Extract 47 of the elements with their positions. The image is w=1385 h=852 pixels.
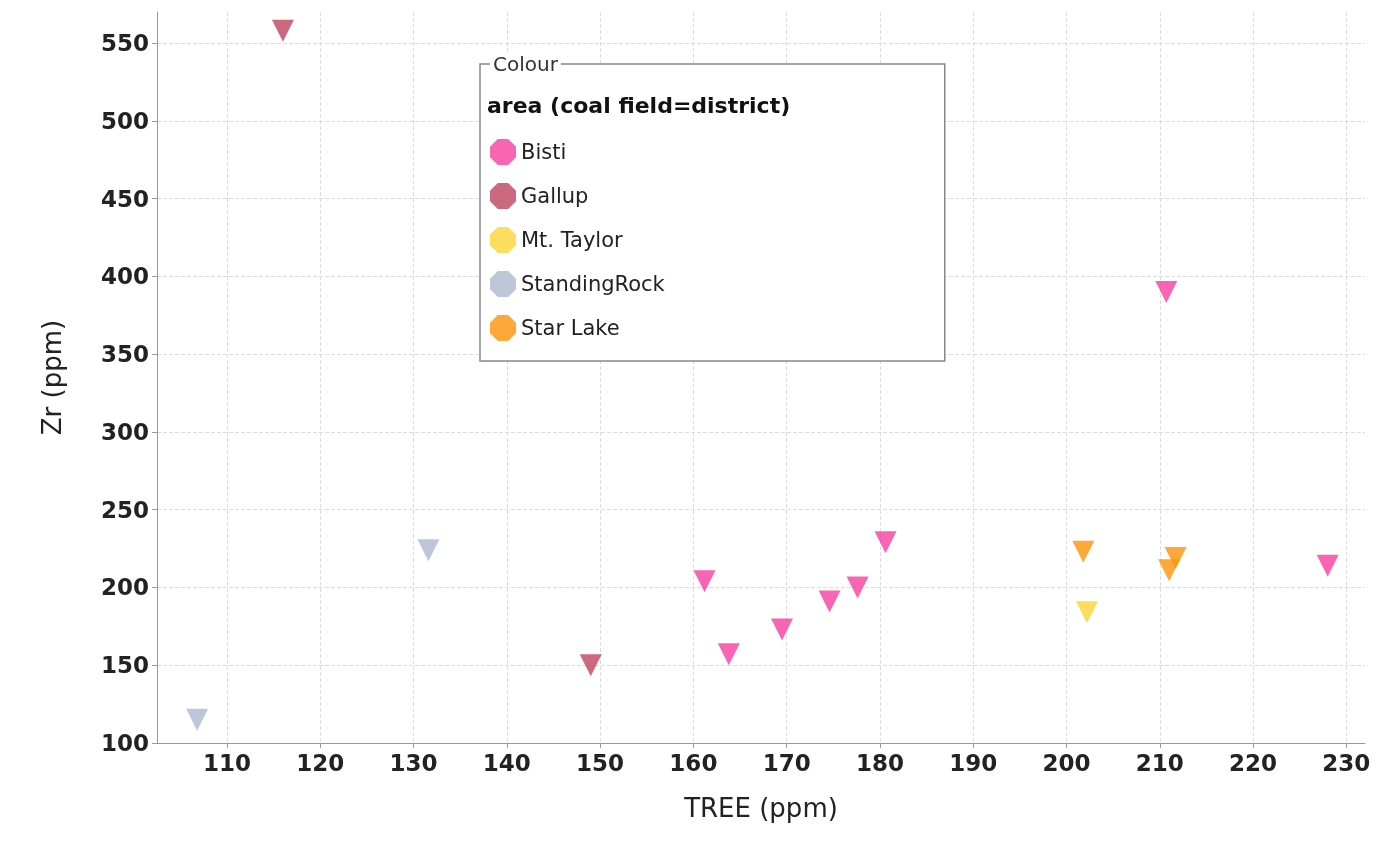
y-tick-label: 200 [100,574,149,601]
legend-label: Mt. Taylor [521,228,624,252]
y-tick-label: 450 [100,185,149,212]
x-tick-label: 110 [202,749,251,776]
y-tick-label: 350 [100,341,149,368]
y-tick-label: 100 [100,730,149,756]
y-tick-label: 150 [100,652,149,679]
legend-title: Colour [493,52,559,76]
x-tick-label: 140 [482,749,531,776]
point [271,19,294,42]
y-tick-label: 550 [100,30,149,57]
point [1155,280,1178,303]
legend-label: Bisti [521,140,567,164]
x-tick-label: 170 [762,749,811,776]
point [186,708,209,731]
text: area (coal field=district) [487,92,791,118]
y-axis-title: Zr (ppm) [37,319,67,436]
x-tick-label: 190 [949,749,998,776]
x-tick-label: 210 [1135,749,1184,776]
y-tick-label: 300 [100,418,149,445]
point [417,539,440,562]
point [846,576,869,599]
x-tick-label: 130 [389,749,438,776]
x-tick-label: 120 [296,749,345,776]
x-tick-label: 230 [1322,749,1371,776]
point [874,531,897,554]
point [818,590,841,613]
y-tick-label: 500 [100,107,149,134]
point [693,570,716,593]
point [770,618,793,641]
x-axis-title: TREE (ppm) [683,793,838,823]
point [1164,546,1187,569]
point [1076,601,1099,624]
point [1072,540,1095,563]
legend-label: Star Lake [521,316,620,340]
y-tick-label: 400 [100,263,149,290]
legend-label: Gallup [521,184,589,208]
y-tick-label: 250 [100,496,149,523]
legend-label: StandingRock [521,272,666,296]
point [717,643,740,666]
x-tick-label: 180 [855,749,904,776]
x-tick-label: 200 [1042,749,1091,776]
point [579,654,602,677]
x-tick-label: 150 [576,749,625,776]
x-tick-label: 160 [669,749,718,776]
point [1316,554,1339,577]
x-tick-label: 220 [1229,749,1278,776]
